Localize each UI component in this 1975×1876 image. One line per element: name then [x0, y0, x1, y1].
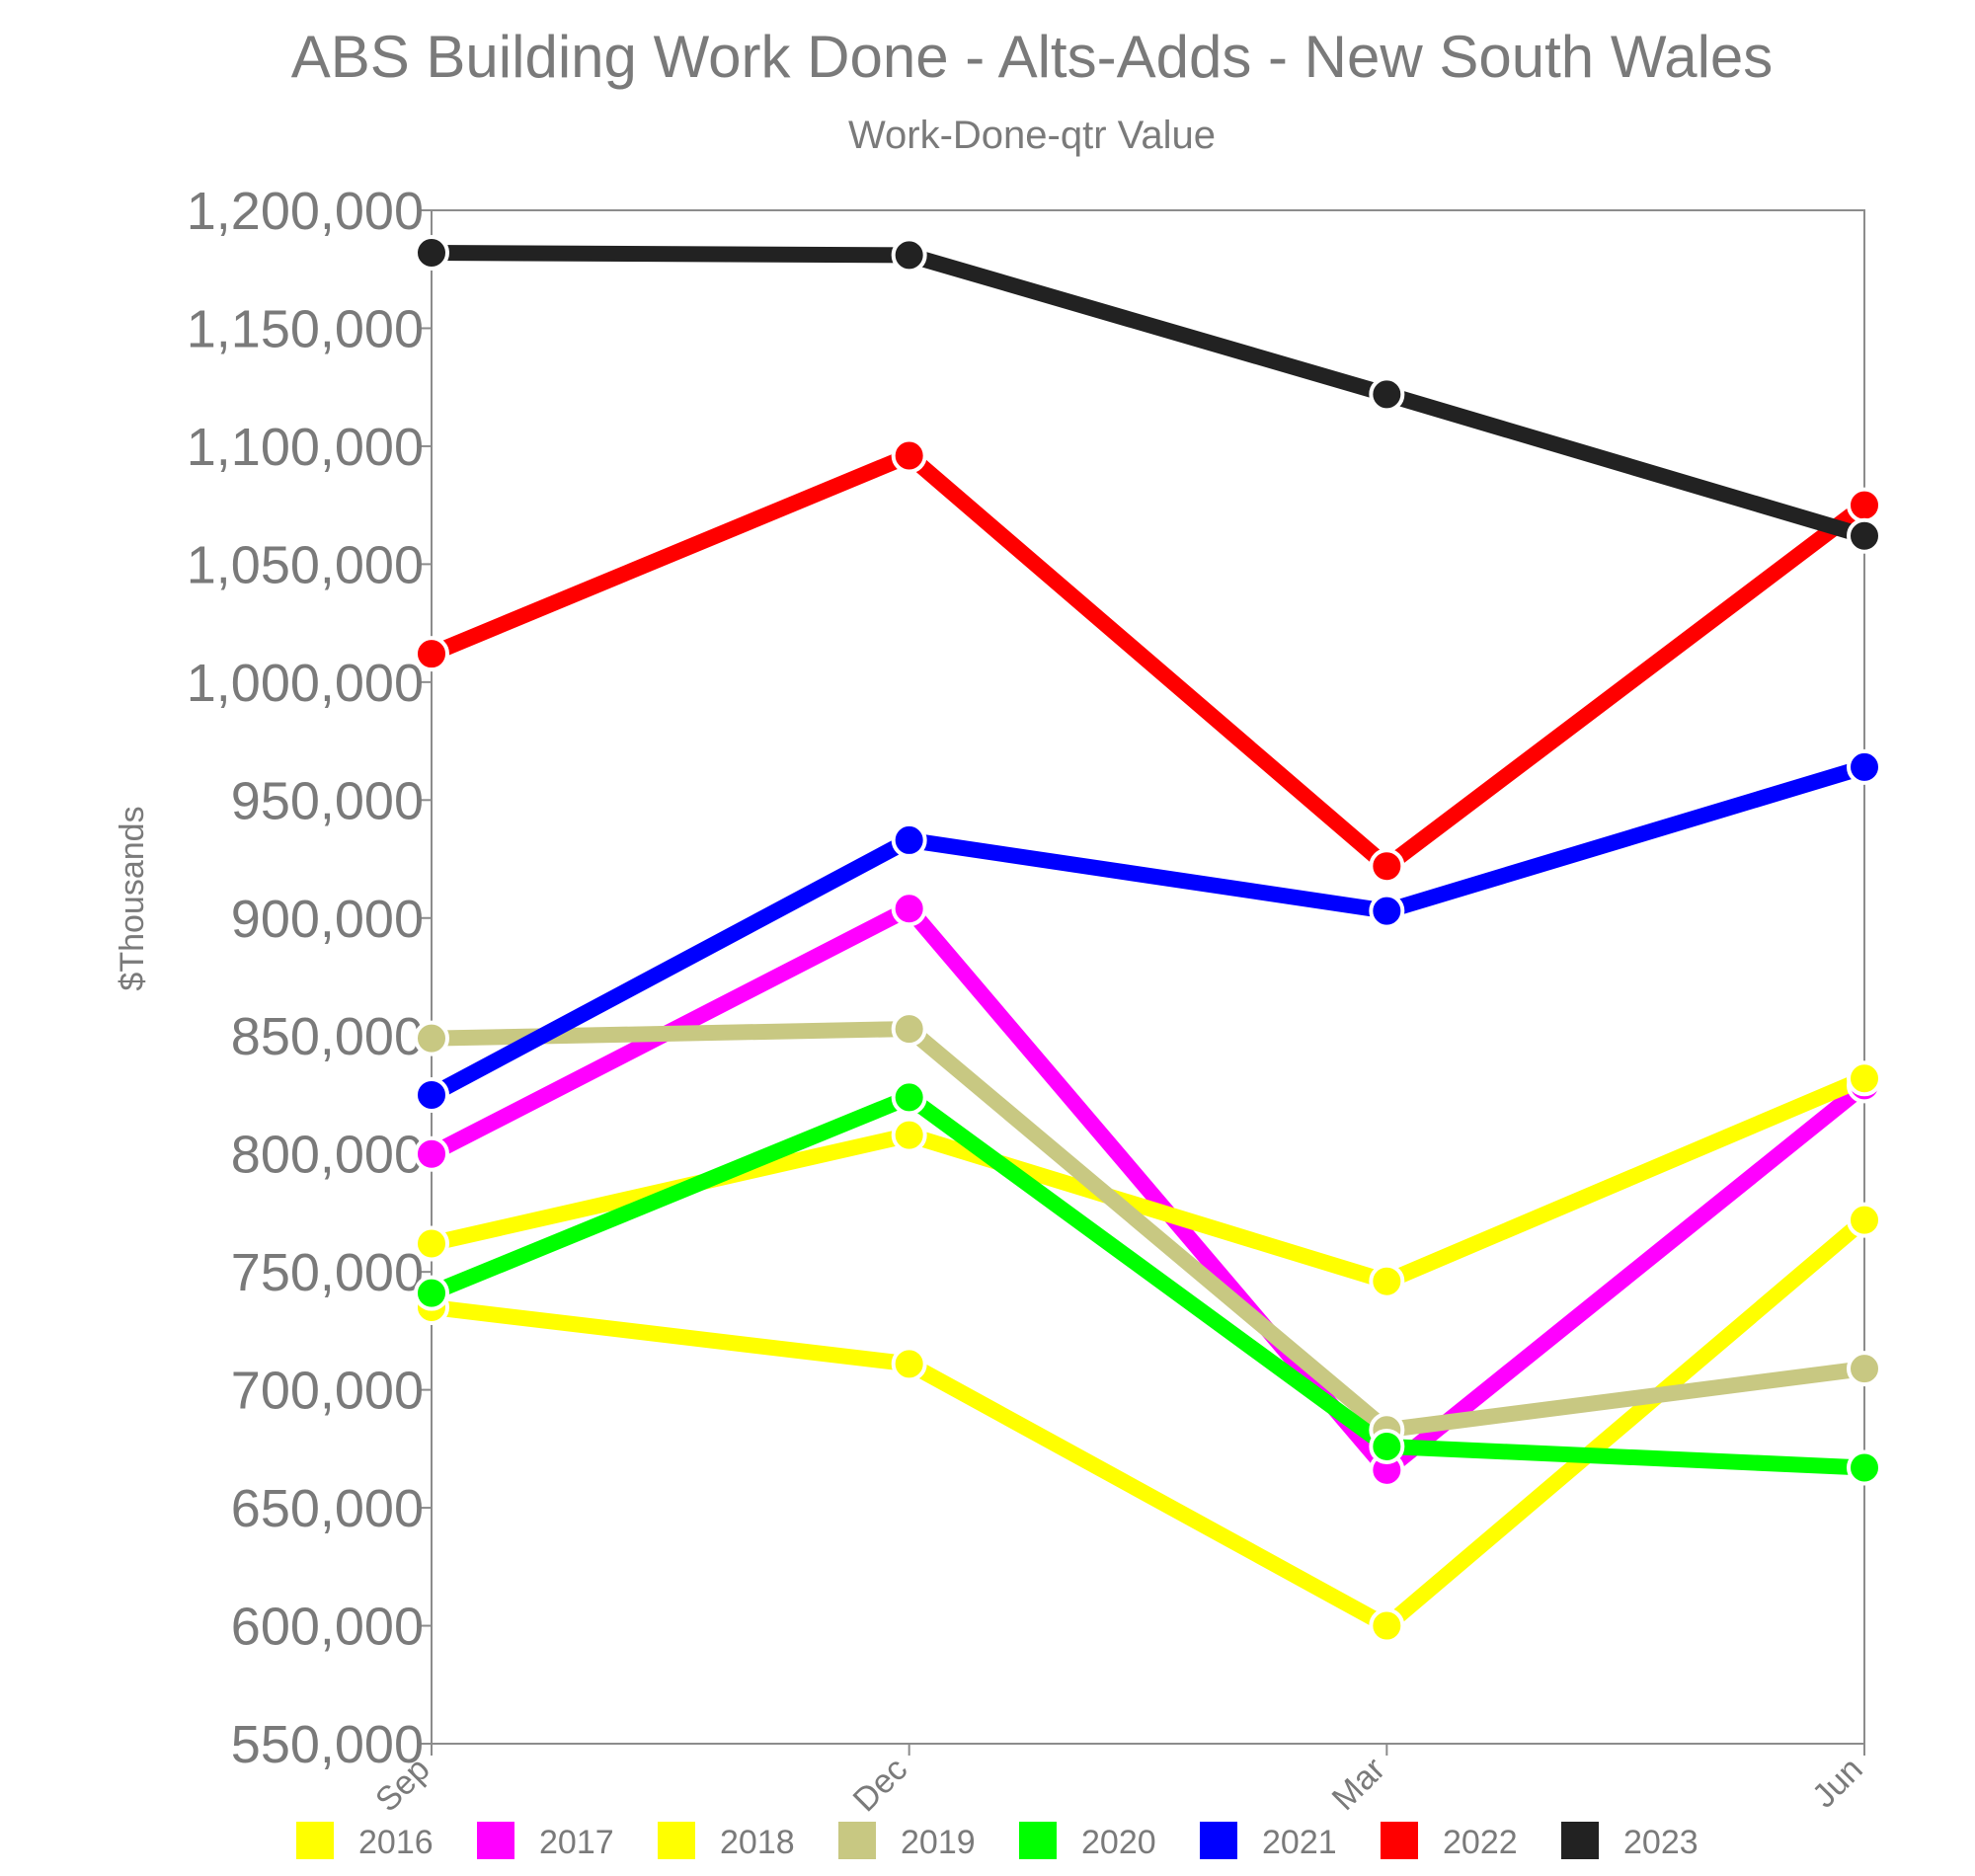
plot-frame [431, 209, 1865, 1745]
data-point-2022 [414, 636, 449, 672]
legend-swatch-2018 [658, 1822, 695, 1859]
legend-swatch-2022 [1381, 1822, 1418, 1859]
legend-label-2016: 2016 [358, 1824, 434, 1861]
data-point-2023 [414, 235, 449, 272]
y-tick-label: 1,200,000 [187, 182, 424, 241]
x-tick-label: Jun [1805, 1751, 1870, 1816]
x-tick-label: Dec [846, 1751, 915, 1820]
data-point-2018 [414, 1225, 449, 1262]
series-lines [424, 245, 1872, 1634]
data-point-2020 [891, 1079, 927, 1116]
axes: 550,000 600,000 650,000 700,000 750,000 800,0… [187, 182, 1870, 1819]
legend-swatch-2021 [1200, 1822, 1237, 1859]
data-point-2023 [1847, 517, 1882, 554]
data-point-2016 [1369, 1607, 1405, 1644]
data-point-2019 [891, 1011, 927, 1048]
legend-label-2021: 2021 [1262, 1824, 1337, 1861]
data-point-2022 [1369, 848, 1405, 885]
y-tick-label: 1,050,000 [187, 535, 424, 594]
data-point-2023 [891, 237, 927, 274]
data-point-2020 [1369, 1428, 1405, 1464]
y-tick-label: 950,000 [231, 771, 424, 830]
legend-swatch-2016 [296, 1822, 334, 1859]
data-point-2018 [891, 1117, 927, 1153]
y-tick-label: 550,000 [231, 1715, 424, 1774]
x-tick-label: Mar [1325, 1751, 1392, 1818]
data-point-2021 [414, 1076, 449, 1113]
series-line-2020 [424, 1089, 1872, 1476]
y-tick-label: 900,000 [231, 890, 424, 949]
data-point-2021 [1847, 748, 1882, 785]
y-tick-label: 650,000 [231, 1479, 424, 1538]
legend-label-2020: 2020 [1081, 1824, 1156, 1861]
legend-swatch-2019 [838, 1822, 876, 1859]
y-tick-label: 1,100,000 [187, 418, 424, 477]
y-tick-label: 700,000 [231, 1362, 424, 1421]
data-point-2018 [1847, 1060, 1882, 1097]
y-tick-label: 600,000 [231, 1598, 424, 1657]
y-axis-label: $Thousands [114, 806, 151, 990]
chart-title: ABS Building Work Done - Alts-Adds - New… [291, 24, 1774, 90]
legend-label-2022: 2022 [1443, 1824, 1518, 1861]
data-point-2018 [1369, 1263, 1405, 1299]
series-points [414, 235, 1882, 1644]
legend-label-2019: 2019 [901, 1824, 976, 1861]
data-point-2016 [1847, 1202, 1882, 1238]
data-point-2021 [1369, 893, 1405, 929]
y-tick-label: 750,000 [231, 1243, 424, 1302]
data-point-2020 [414, 1275, 449, 1311]
legend-swatch-2020 [1019, 1822, 1057, 1859]
y-tick-label: 850,000 [231, 1007, 424, 1066]
data-point-2016 [891, 1346, 927, 1382]
data-point-2022 [1847, 487, 1882, 523]
legend-label-2023: 2023 [1623, 1824, 1698, 1861]
legend-label-2018: 2018 [720, 1824, 795, 1861]
chart-subtitle: Work-Done-qtr Value [848, 114, 1216, 157]
data-point-2023 [1369, 376, 1405, 413]
data-point-2020 [1847, 1449, 1882, 1486]
data-point-2021 [891, 821, 927, 858]
legend-swatch-2017 [477, 1822, 514, 1859]
series-line-2016 [424, 1212, 1872, 1634]
data-point-2019 [414, 1020, 449, 1056]
series-line-2021 [424, 758, 1872, 1103]
data-point-2022 [891, 437, 927, 474]
y-tick-label: 800,000 [231, 1126, 424, 1185]
data-point-2019 [1847, 1351, 1882, 1387]
legend-swatch-2023 [1561, 1822, 1599, 1859]
series-line-2019 [424, 1021, 1872, 1439]
series-line-2022 [424, 447, 1872, 875]
legend: 2016 2017 2018 2019 2020 2021 2022 2023 [296, 1822, 1698, 1861]
series-line-2023 [424, 245, 1872, 544]
y-tick-label: 1,150,000 [187, 299, 424, 358]
y-tick-label: 1,000,000 [187, 654, 424, 713]
data-point-2017 [414, 1135, 449, 1172]
data-point-2017 [891, 891, 927, 927]
legend-label-2017: 2017 [539, 1824, 614, 1861]
